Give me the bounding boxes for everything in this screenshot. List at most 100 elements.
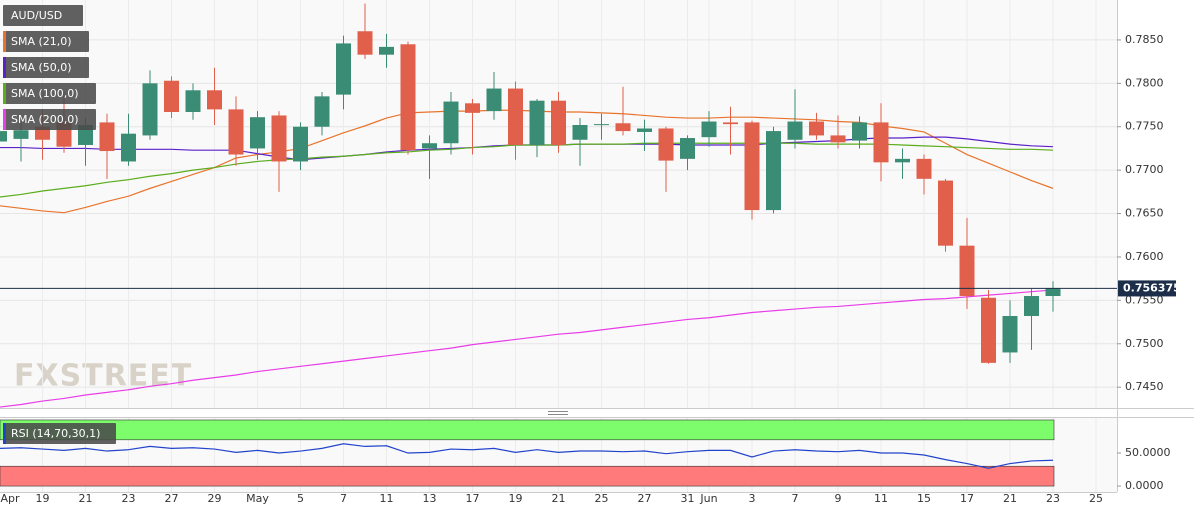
x-tick-label: 23 — [1046, 492, 1060, 505]
candle-body — [1045, 288, 1061, 297]
overbought-zone — [0, 419, 1055, 441]
candle-body — [723, 122, 738, 125]
rsi-line — [0, 443, 1054, 469]
candle-body — [486, 88, 502, 112]
y-tick-label: 0.0000 — [1125, 479, 1164, 492]
x-tick-label: Jun — [699, 492, 717, 505]
legend-swatch — [3, 83, 6, 104]
candle-body — [314, 96, 330, 127]
candle-body — [164, 80, 179, 112]
candle-body — [99, 122, 115, 152]
x-tick-label: 3 — [749, 492, 756, 505]
candle-body — [400, 44, 416, 151]
legend-label: SMA (200,0) — [11, 113, 79, 126]
candle-body — [680, 138, 695, 159]
legend-swatch — [3, 109, 6, 130]
candle-body — [250, 117, 265, 149]
candle-body — [185, 90, 201, 112]
y-tick-label: 0.7500 — [1125, 337, 1164, 350]
candle-body — [357, 31, 373, 55]
y-tick-label: 50.0000 — [1125, 446, 1171, 459]
x-tick-label: 15 — [917, 492, 931, 505]
x-tick-label: May — [246, 492, 269, 505]
candle-body — [379, 46, 394, 55]
x-tick-label: 29 — [208, 492, 222, 505]
candle-body — [465, 103, 480, 113]
last-price-badge — [1118, 280, 1176, 297]
x-tick-label: 31 — [681, 492, 695, 505]
candle-body — [637, 128, 652, 132]
candle-body — [615, 123, 631, 132]
legend-label: SMA (21,0) — [11, 35, 72, 48]
x-tick-label: 7 — [340, 492, 347, 505]
candle-body — [0, 131, 7, 142]
candle-body — [142, 83, 158, 136]
legend-swatch — [3, 423, 6, 444]
candle-body — [336, 43, 351, 95]
candle-body — [228, 109, 244, 155]
candle-body — [959, 245, 975, 297]
candle-body — [551, 100, 566, 145]
y-tick-label: 0.7800 — [1125, 76, 1164, 89]
legend-box — [3, 83, 96, 104]
legend-box — [3, 109, 96, 130]
x-tick-label: 11 — [380, 492, 394, 505]
oversold-zone — [0, 465, 1055, 487]
candle-body — [916, 158, 932, 179]
candle-body — [701, 121, 717, 138]
x-tick-label: 27 — [165, 492, 179, 505]
legend-label: AUD/USD — [11, 9, 62, 22]
x-tick-label: 11 — [874, 492, 888, 505]
x-tick-label: 19 — [509, 492, 523, 505]
candle-body — [271, 115, 287, 162]
legend-box — [3, 57, 89, 78]
legend-label: SMA (50,0) — [11, 61, 72, 74]
candle-body — [422, 143, 437, 149]
legend-swatch — [3, 31, 6, 52]
candle-body — [830, 135, 846, 143]
candle-body — [508, 88, 523, 145]
x-tick-label: 23 — [122, 492, 136, 505]
legend-label: SMA (100,0) — [11, 87, 79, 100]
candle-body — [766, 131, 781, 211]
x-tick-label: 21 — [79, 492, 93, 505]
y-tick-label: 0.7450 — [1125, 380, 1164, 393]
x-tick-label: 25 — [595, 492, 609, 505]
y-tick-label: 0.7750 — [1125, 120, 1164, 133]
y-tick-label: 0.7850 — [1125, 33, 1164, 46]
sma-line — [0, 289, 1054, 408]
candle-body — [744, 122, 760, 211]
x-tick-label: 17 — [960, 492, 974, 505]
candle-body — [594, 124, 609, 126]
candle-body — [981, 297, 996, 363]
x-tick-label: Apr — [0, 492, 20, 505]
legend-box — [3, 423, 116, 444]
last-price-label: 0.756375 — [1123, 281, 1181, 294]
candle-body — [852, 122, 867, 141]
watermark: FXSTREET — [14, 359, 192, 394]
candle-body — [529, 100, 545, 145]
candle-body — [121, 133, 136, 162]
x-tick-label: 5 — [297, 492, 304, 505]
legend-box — [3, 5, 83, 26]
candle-body — [809, 121, 824, 136]
x-tick-label: 13 — [423, 492, 437, 505]
y-tick-label: 0.7600 — [1125, 250, 1164, 263]
x-tick-label: 25 — [1089, 492, 1103, 505]
candle-body — [207, 90, 222, 110]
legend-box — [3, 31, 89, 52]
y-tick-label: 0.7700 — [1125, 163, 1164, 176]
y-tick-label: 0.7650 — [1125, 207, 1164, 220]
candle-body — [443, 101, 459, 144]
x-tick-label: 27 — [638, 492, 652, 505]
candle-body — [13, 130, 29, 139]
x-tick-label: 7 — [792, 492, 799, 505]
candle-body — [293, 126, 308, 162]
legend-swatch — [3, 57, 6, 78]
candle-body — [873, 122, 889, 163]
x-tick-label: 9 — [835, 492, 842, 505]
x-tick-label: 19 — [36, 492, 50, 505]
candle-body — [572, 125, 588, 140]
